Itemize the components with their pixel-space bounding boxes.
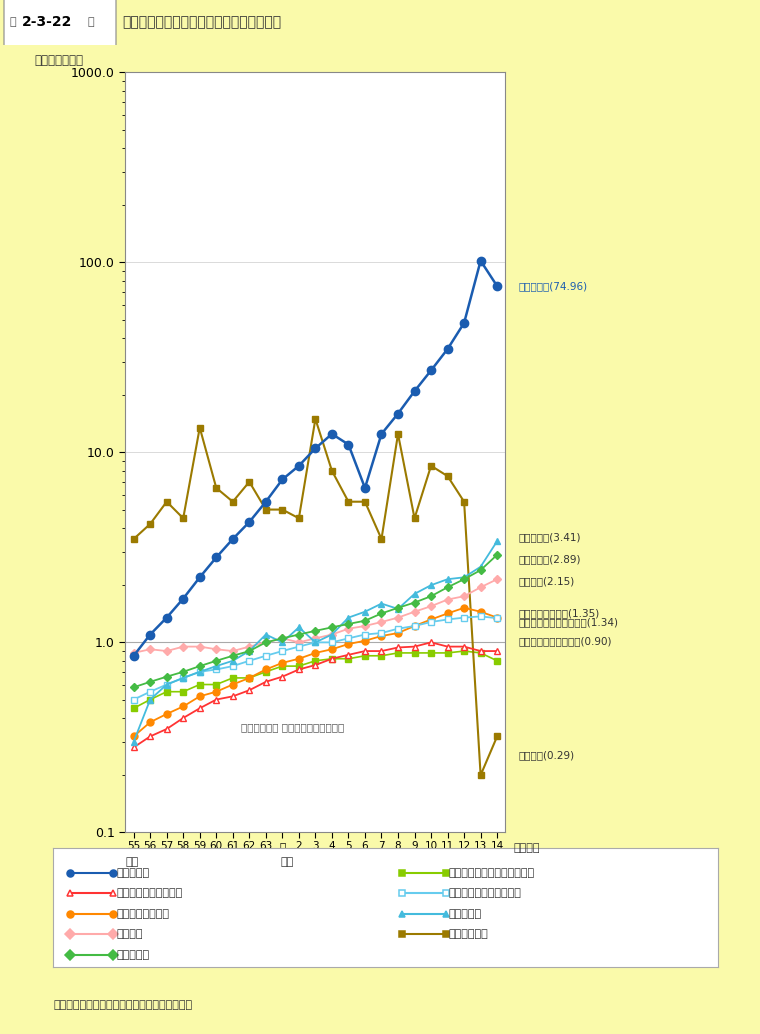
Text: 図: 図	[88, 17, 95, 27]
Text: 自動車工業: 自動車工業	[116, 868, 150, 878]
Text: 電子部品・デバイス工業: 電子部品・デバイス工業	[449, 888, 522, 899]
Text: （輸出／輸入）: （輸出／輸入）	[34, 54, 83, 67]
Text: 平成: 平成	[281, 857, 294, 868]
Text: 電気機械器具工業: 電気機械器具工業	[116, 909, 169, 919]
Text: （年度）: （年度）	[513, 843, 540, 853]
Text: 我が国の主要業種の技術購易収支費の推移: 我が国の主要業種の技術購易収支費の推移	[122, 14, 281, 29]
Text: 医薬品工業: 医薬品工業	[449, 909, 482, 919]
Text: 第: 第	[10, 17, 17, 27]
Text: 資料：総務省統計局「科学技術研究調査報告」: 資料：総務省統計局「科学技術研究調査報告」	[53, 1000, 192, 1010]
Text: 電子部品・デバイス工業(1.34): 電子部品・デバイス工業(1.34)	[518, 617, 618, 627]
Text: 情報通信機械器具工業(0.90): 情報通信機械器具工業(0.90)	[518, 636, 612, 646]
Text: 自動車工業(74.96): 自動車工業(74.96)	[518, 281, 587, 292]
Text: 非製造業(0.29): 非製造業(0.29)	[518, 750, 575, 760]
Text: 電気機械器具工業(1.35): 電気機械器具工業(1.35)	[518, 608, 600, 618]
Text: 製造業合計(2.89): 製造業合計(2.89)	[518, 554, 581, 564]
Text: 化学工業: 化学工業	[116, 930, 143, 940]
Text: 製造業合計: 製造業合計	[116, 950, 150, 960]
Text: 非製造業合計: 非製造業合計	[449, 930, 489, 940]
Text: 医薬品工業(3.41): 医薬品工業(3.41)	[518, 531, 581, 542]
Text: 昭和: 昭和	[125, 857, 138, 868]
Text: 情報通信機械器具工業: 情報通信機械器具工業	[116, 888, 182, 899]
Text: 通信・電子・電気計測器工業: 通信・電子・電気計測器工業	[449, 868, 535, 878]
FancyBboxPatch shape	[4, 0, 116, 132]
Text: 2-3-22: 2-3-22	[22, 14, 72, 29]
Text: 化学工業(2.15): 化学工業(2.15)	[518, 576, 575, 586]
Text: 通信・電子・ 電気計測器工業（－）: 通信・電子・ 電気計測器工業（－）	[241, 722, 344, 732]
